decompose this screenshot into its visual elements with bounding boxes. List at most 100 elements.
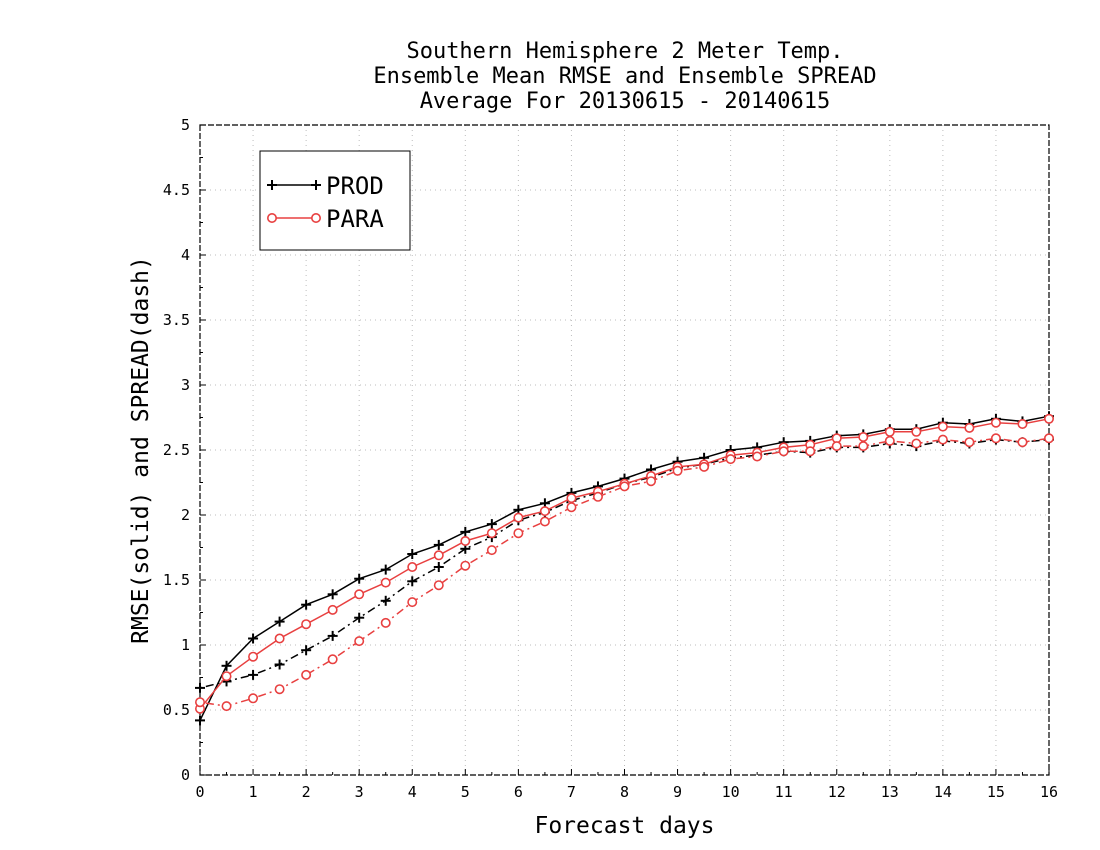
data-point-prod-spread <box>407 576 418 587</box>
series-prod-spread <box>195 434 1054 693</box>
data-point-prod-spread <box>195 682 205 693</box>
chart-title-line-1: Southern Hemisphere 2 Meter Temp. <box>406 39 843 64</box>
data-point-prod-spread <box>380 595 391 606</box>
data-point-para-spread <box>513 528 524 539</box>
chart-legend: PROD PARA <box>259 150 411 251</box>
x-tick-label: 14 <box>934 783 952 801</box>
data-point-prod-rmse <box>460 526 471 537</box>
y-tick-label: 4.5 <box>163 181 190 199</box>
data-point-para-spread <box>1044 433 1055 444</box>
data-point-prod-spread <box>433 562 444 572</box>
x-tick-label: 0 <box>195 783 204 801</box>
data-point-para-rmse <box>274 633 285 644</box>
legend-item-prod: PROD <box>267 172 384 200</box>
x-tick-label: 15 <box>987 783 1005 801</box>
x-tick-label: 12 <box>828 783 846 801</box>
data-point-para-rmse <box>539 506 550 517</box>
data-point-para-rmse <box>911 426 922 437</box>
data-point-para-rmse <box>407 561 418 572</box>
data-point-para-spread <box>831 441 842 452</box>
data-point-prod-spread <box>248 669 259 680</box>
data-point-para-rmse <box>301 619 312 630</box>
data-point-para-rmse <box>884 426 895 437</box>
series-para-spread <box>195 433 1055 712</box>
data-point-para-spread <box>354 636 365 647</box>
legend-label: PROD <box>326 172 384 200</box>
x-axis-ticks: 0 1 2 3 4 5 6 7 8 9 10 11 12 13 14 15 16 <box>195 769 1058 801</box>
legend-item-para: PARA <box>266 205 384 233</box>
data-point-prod-rmse <box>195 715 205 726</box>
x-tick-label: 1 <box>249 783 258 801</box>
data-point-para-spread <box>380 617 391 628</box>
y-tick-label: 2 <box>181 506 190 524</box>
data-point-prod-spread <box>327 630 338 641</box>
series-para-rmse <box>195 413 1055 714</box>
data-point-para-spread <box>539 516 550 527</box>
data-point-para-rmse <box>354 589 365 600</box>
x-tick-label: 3 <box>355 783 364 801</box>
data-point-para-spread <box>195 697 206 708</box>
data-point-prod-spread <box>354 612 365 623</box>
y-tick-label: 3 <box>181 376 190 394</box>
data-point-para-spread <box>274 684 285 695</box>
data-point-para-spread <box>778 446 789 457</box>
legend-marker-start <box>267 180 277 190</box>
data-point-para-spread <box>221 701 232 712</box>
data-point-para-rmse <box>380 577 391 588</box>
data-point-para-spread <box>805 446 816 457</box>
data-point-prod-rmse <box>486 519 497 530</box>
data-point-para-rmse <box>433 550 444 561</box>
data-point-para-rmse <box>486 528 497 539</box>
x-axis-label: Forecast days <box>534 813 714 839</box>
x-tick-label: 13 <box>881 783 899 801</box>
data-point-para-spread <box>646 476 657 487</box>
data-point-para-rmse <box>513 512 524 523</box>
chart-title: Southern Hemisphere 2 Meter Temp.Ensembl… <box>373 39 876 114</box>
legend-marker-end <box>310 213 321 224</box>
data-point-para-spread <box>1017 437 1028 448</box>
data-point-prod-rmse <box>433 539 444 550</box>
data-point-para-spread <box>672 465 683 476</box>
legend-label: PARA <box>326 205 384 233</box>
legend-marker-end <box>311 180 321 190</box>
data-point-prod-rmse <box>301 599 312 610</box>
x-tick-label: 7 <box>567 783 576 801</box>
data-point-para-spread <box>301 669 312 680</box>
y-tick-label: 1.5 <box>163 571 190 589</box>
y-tick-label: 1 <box>181 636 190 654</box>
x-tick-label: 9 <box>673 783 682 801</box>
x-tick-label: 10 <box>722 783 740 801</box>
data-point-prod-rmse <box>354 573 365 584</box>
y-tick-label: 3.5 <box>163 311 190 329</box>
y-tick-label: 5 <box>181 116 190 134</box>
data-point-prod-rmse <box>327 589 338 600</box>
y-tick-label: 2.5 <box>163 441 190 459</box>
data-point-para-spread <box>433 580 444 591</box>
data-point-para-spread <box>884 435 895 446</box>
data-point-prod-rmse <box>274 616 285 627</box>
series-line-prod-rmse <box>199 415 1050 721</box>
data-point-para-spread <box>990 433 1001 444</box>
data-point-prod-rmse <box>248 633 259 644</box>
x-tick-label: 11 <box>775 783 793 801</box>
series-prod-rmse <box>195 411 1054 726</box>
data-point-para-spread <box>460 560 471 571</box>
data-point-para-rmse <box>248 651 259 662</box>
data-point-prod-rmse <box>407 549 418 559</box>
x-tick-label: 6 <box>514 783 523 801</box>
data-point-para-spread <box>911 438 922 449</box>
data-point-para-spread <box>486 545 497 556</box>
x-tick-label: 2 <box>302 783 311 801</box>
data-point-para-spread <box>752 451 763 462</box>
data-point-para-spread <box>937 434 948 445</box>
data-point-para-spread <box>699 461 710 472</box>
data-point-prod-spread <box>274 659 285 670</box>
chart-series <box>195 411 1055 726</box>
data-point-para-spread <box>407 597 418 608</box>
data-point-para-rmse <box>1017 418 1028 429</box>
chart-title-line-2: Ensemble Mean RMSE and Ensemble SPREAD <box>373 64 876 89</box>
data-point-para-spread <box>619 481 630 492</box>
y-axis-ticks: 0 0.5 1 1.5 2 2.5 3 3.5 4 4.5 5 <box>163 116 206 784</box>
data-point-para-spread <box>964 437 975 448</box>
